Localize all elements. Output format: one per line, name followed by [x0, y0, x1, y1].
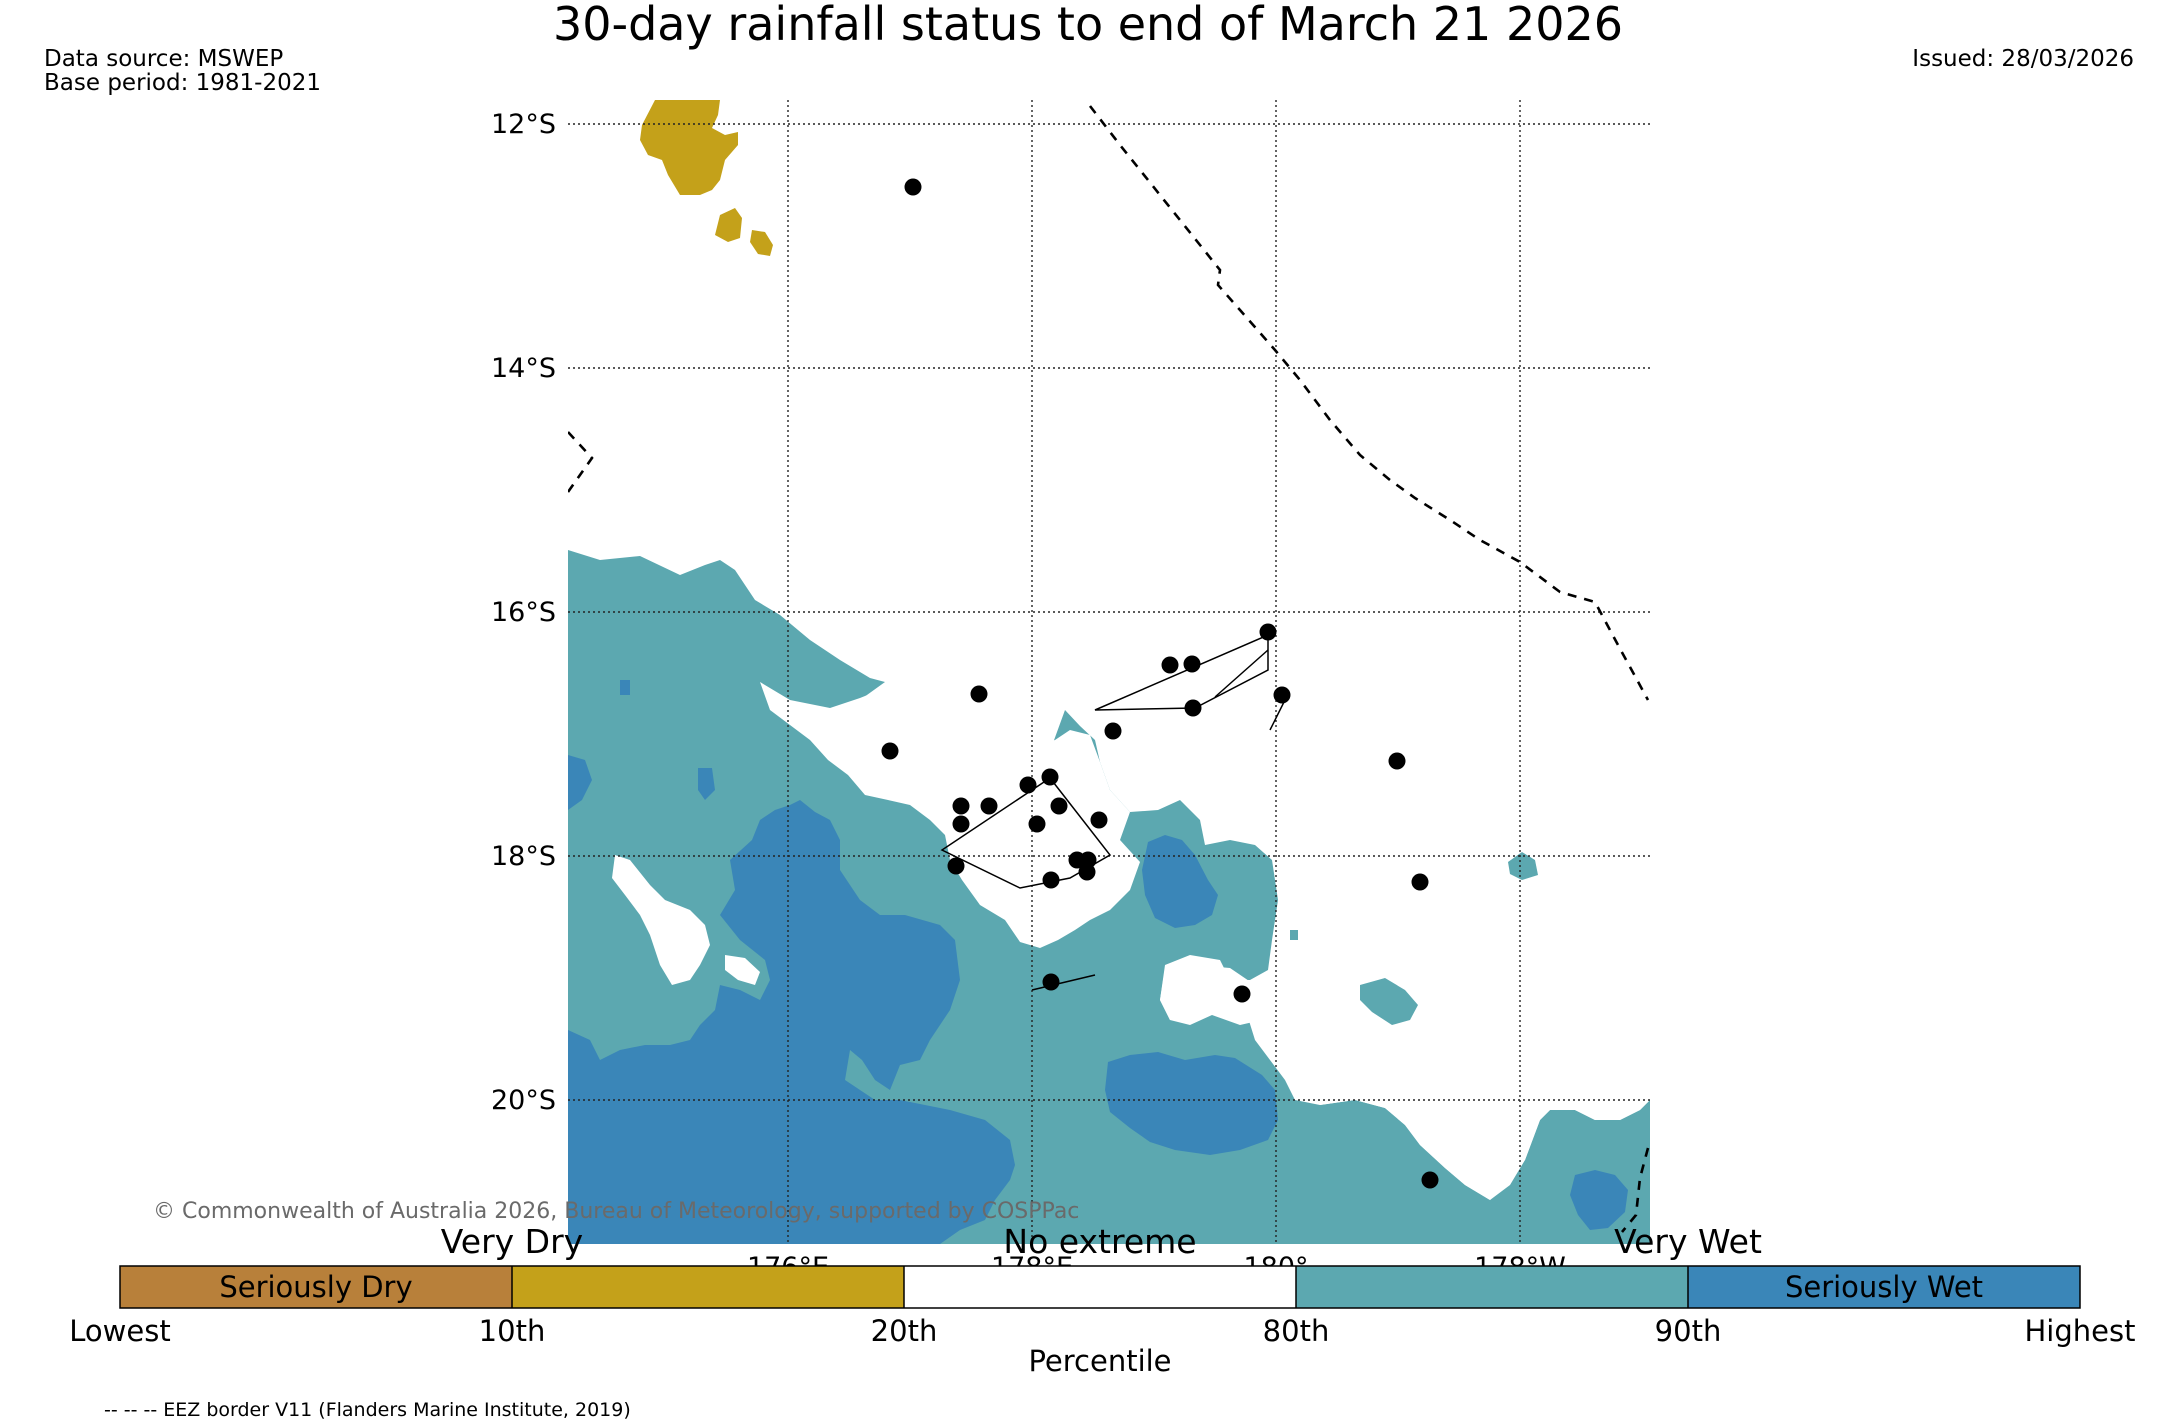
- lat-label: 18°S: [491, 841, 556, 872]
- colorbar-label-seriously-dry: Seriously Dry: [219, 1270, 412, 1304]
- base-period: Base period: 1981-2021: [44, 70, 321, 96]
- tick-label: Lowest: [69, 1314, 170, 1348]
- data-source: Data source: MSWEP: [44, 46, 283, 72]
- tick-label: Highest: [2025, 1314, 2136, 1348]
- tick-label: 10th: [479, 1314, 546, 1348]
- colorbar: Seriously Dry Seriously Wet: [119, 1265, 2081, 1309]
- boundary-lines: [940, 633, 1286, 991]
- seriously-wet-region: [568, 800, 1015, 1244]
- colorbar-very-wet: [1296, 1266, 1688, 1308]
- lat-label: 12°S: [491, 109, 556, 140]
- latitude-labels: 12°S 14°S 16°S 18°S 20°S: [491, 109, 556, 1116]
- legend-very-dry: Very Dry: [441, 1222, 583, 1261]
- copyright-note: © Commonwealth of Australia 2026, Bureau…: [153, 1199, 1079, 1224]
- tick-label: 20th: [871, 1314, 938, 1348]
- issued-date: Issued: 28/03/2026: [1912, 46, 2134, 72]
- colorbar-ticks: Lowest 10th 20th 80th 90th Highest: [69, 1314, 2135, 1348]
- colorbar-seriously-dry: [120, 1266, 512, 1308]
- colorbar-very-dry: [512, 1266, 904, 1308]
- colorbar-label-seriously-wet: Seriously Wet: [1785, 1270, 1983, 1304]
- colorbar-no-extreme: [904, 1266, 1296, 1308]
- map-area: [568, 100, 1650, 1244]
- lat-label: 14°S: [491, 353, 556, 384]
- eez-border: [568, 105, 1650, 1233]
- tick-label: 80th: [1263, 1314, 1330, 1348]
- map-title: 30-day rainfall status to end of March 2…: [553, 0, 1623, 51]
- station-markers: [881, 178, 1439, 1189]
- colorbar-seriously-wet: [1688, 1266, 2080, 1308]
- graticule: [568, 100, 1650, 1244]
- legend-no-extreme: No extreme: [1003, 1222, 1196, 1261]
- tick-label: 90th: [1655, 1314, 1722, 1348]
- lat-label: 16°S: [491, 597, 556, 628]
- eez-footnote: -- -- -- EEZ border V11 (Flanders Marine…: [104, 1399, 631, 1421]
- legend-very-wet: Very Wet: [1614, 1222, 1762, 1261]
- lat-label: 20°S: [491, 1085, 556, 1116]
- colorbar-axis-label: Percentile: [1028, 1344, 1171, 1378]
